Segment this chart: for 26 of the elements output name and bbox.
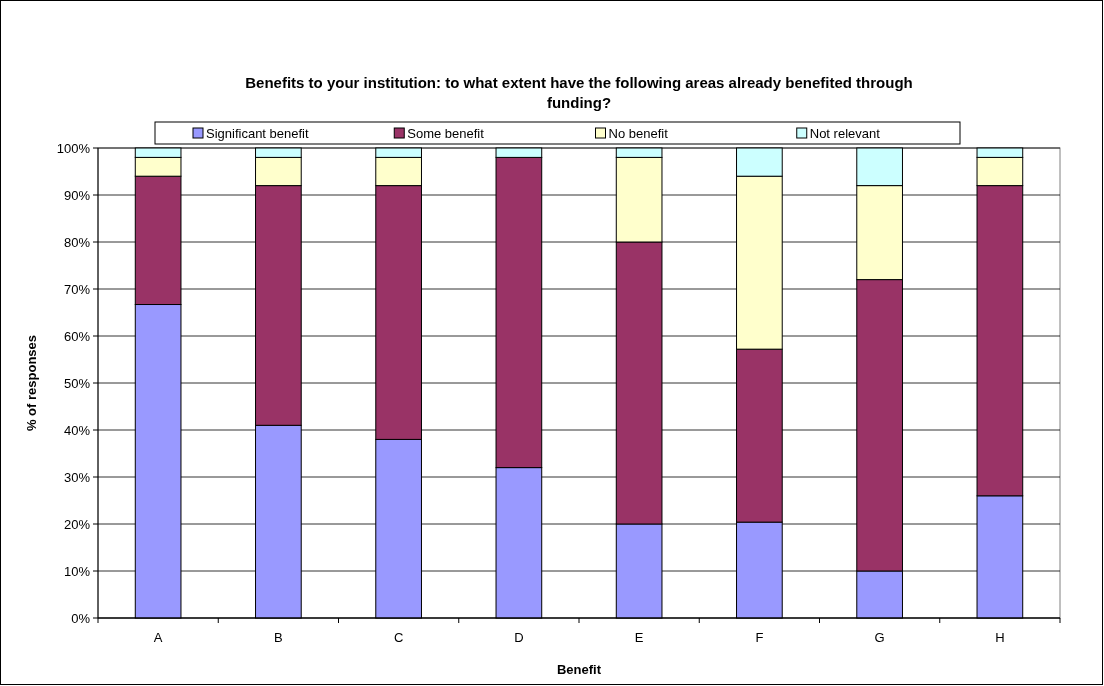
y-axis-title: % of responses (24, 334, 39, 432)
y-tick-label: 40% (63, 422, 91, 438)
y-tick-label: 30% (63, 469, 91, 485)
x-tick-label: D (514, 630, 524, 645)
x-tick-label: B (274, 630, 283, 645)
legend-label: Some benefit (407, 126, 485, 141)
y-tick-label: 100% (56, 140, 91, 156)
legend-label: Not relevant (809, 126, 881, 141)
chart-title: Benefits to your institution: to what extent have the following areas already benefited through funding? (245, 74, 913, 111)
y-tick-label: 60% (63, 328, 91, 344)
y-tick-label: 20% (63, 516, 91, 532)
y-tick-label: 10% (63, 563, 91, 579)
x-tick-label: E (634, 630, 644, 645)
y-tick-label: 80% (63, 234, 91, 250)
y-tick-label: 0% (71, 610, 91, 626)
legend-label: No benefit (608, 126, 669, 141)
y-tick-label: 90% (63, 187, 91, 203)
x-tick-label: A (153, 630, 163, 645)
x-tick-label: F (755, 630, 764, 645)
x-tick-label: C (393, 630, 404, 645)
y-tick-label: 70% (63, 281, 91, 297)
x-axis-title: Benefit (556, 662, 602, 677)
x-tick-label: G (874, 630, 885, 645)
y-tick-label: 50% (63, 375, 91, 391)
x-tick-label: H (995, 630, 1005, 645)
legend-label: Significant benefit (206, 126, 310, 141)
